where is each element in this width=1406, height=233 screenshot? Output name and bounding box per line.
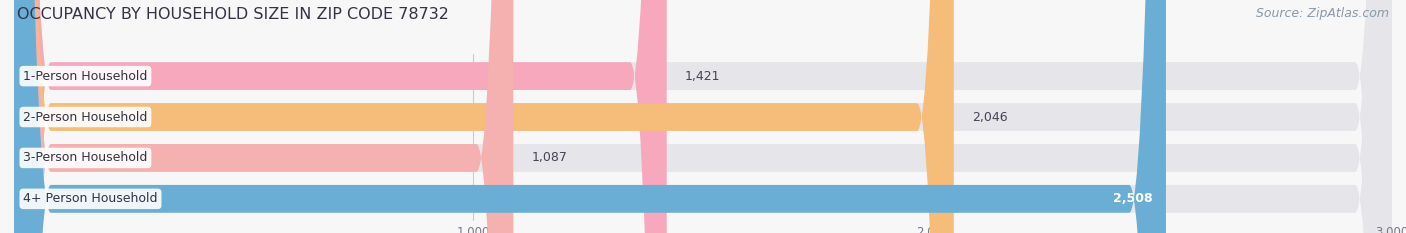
Text: Source: ZipAtlas.com: Source: ZipAtlas.com — [1256, 7, 1389, 20]
Text: 2,046: 2,046 — [972, 110, 1008, 123]
FancyBboxPatch shape — [14, 0, 1166, 233]
Text: 2-Person Household: 2-Person Household — [24, 110, 148, 123]
FancyBboxPatch shape — [14, 0, 513, 233]
FancyBboxPatch shape — [14, 0, 1392, 233]
FancyBboxPatch shape — [14, 0, 666, 233]
FancyBboxPatch shape — [14, 0, 1392, 233]
FancyBboxPatch shape — [14, 0, 1392, 233]
Text: 4+ Person Household: 4+ Person Household — [24, 192, 157, 205]
Text: 3-Person Household: 3-Person Household — [24, 151, 148, 164]
Text: OCCUPANCY BY HOUSEHOLD SIZE IN ZIP CODE 78732: OCCUPANCY BY HOUSEHOLD SIZE IN ZIP CODE … — [17, 7, 449, 22]
Text: 1,087: 1,087 — [531, 151, 568, 164]
FancyBboxPatch shape — [14, 0, 953, 233]
Text: 1,421: 1,421 — [685, 70, 721, 82]
FancyBboxPatch shape — [14, 0, 1392, 233]
Text: 1-Person Household: 1-Person Household — [24, 70, 148, 82]
Text: 2,508: 2,508 — [1112, 192, 1152, 205]
